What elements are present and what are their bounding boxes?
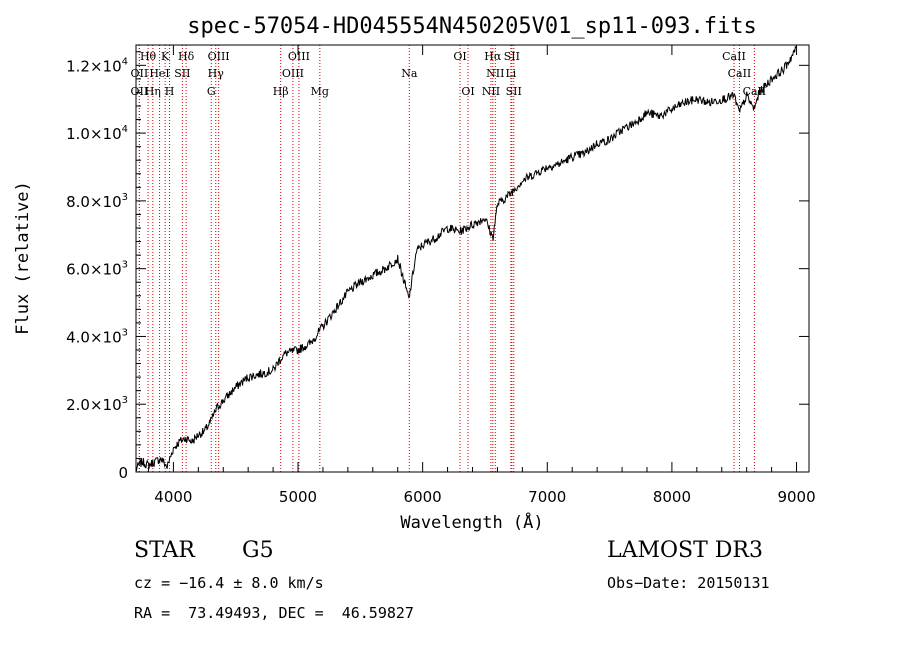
- line-marker-label: G: [207, 85, 216, 98]
- line-marker-label: Li: [505, 67, 516, 80]
- y-tick-label: 8.0×103: [66, 192, 128, 211]
- spectral-line-labels: HθOIIOIIHηHeIKHSIIHδGHγOIIIHβOIIIOIIIMgN…: [131, 50, 767, 98]
- line-marker-label: SII: [504, 50, 520, 63]
- observation-date: Obs−Date: 20150131: [607, 574, 770, 592]
- chart-title: spec-57054-HD045554N450205V01_sp11-093.f…: [187, 14, 757, 39]
- line-marker-label: Mg: [311, 85, 329, 98]
- line-marker-label: CaII: [722, 50, 746, 63]
- x-tick-label: 9000: [777, 488, 815, 506]
- line-marker-label: OI: [461, 85, 474, 98]
- redshift-readout: cz = −16.4 ± 8.0 km/s: [134, 574, 324, 592]
- y-axis-label: Flux (relative): [13, 181, 33, 335]
- line-marker-label: Hα: [484, 50, 502, 63]
- sky-coordinates: RA = 73.49493, DEC = 46.59827: [134, 604, 414, 622]
- spectrum-line: [135, 45, 797, 472]
- x-tick-label: 6000: [404, 488, 442, 506]
- survey-release: LAMOST DR3: [607, 538, 763, 563]
- x-tick-label: 4000: [154, 488, 192, 506]
- x-tick-label: 5000: [279, 488, 317, 506]
- line-marker-label: Hβ: [273, 85, 289, 98]
- line-marker-label: Hγ: [208, 67, 225, 80]
- line-marker-label: OIII: [282, 67, 304, 80]
- line-marker-label: OII: [131, 85, 149, 98]
- line-marker-label: Hη: [145, 85, 161, 98]
- spectral-line-markers: [138, 45, 755, 472]
- line-marker-label: NII: [486, 67, 504, 80]
- y-tick-label: 6.0×103: [66, 260, 128, 279]
- x-axis-ticks: 4000 5000 6000 7000 8000 9000: [147, 45, 816, 506]
- line-marker-label: Hθ: [140, 50, 157, 63]
- y-tick-label: 1.0×104: [66, 124, 128, 143]
- line-marker-label: OII: [131, 67, 149, 80]
- y-tick-label: 4.0×103: [66, 327, 128, 346]
- line-marker-label: OIII: [208, 50, 230, 63]
- line-marker-label: HeI: [149, 67, 169, 80]
- x-axis-label: Wavelength (Å): [400, 511, 543, 533]
- line-marker-label: Hδ: [178, 50, 195, 63]
- line-marker-label: SII: [506, 85, 522, 98]
- y-axis-ticks: 0 2.0×103 4.0×103 6.0×103 8.0×103 1.0×104 1.2×…: [66, 51, 809, 482]
- y-tick-label: 1.2×104: [66, 56, 128, 75]
- line-marker-label: SII: [174, 67, 190, 80]
- y-tick-label: 0: [118, 464, 128, 482]
- plot-frame: [135, 44, 810, 473]
- line-marker-label: K: [161, 50, 170, 63]
- object-subclass: G5: [242, 538, 274, 563]
- line-marker-label: CaII: [728, 67, 752, 80]
- line-marker-label: OI: [453, 50, 466, 63]
- x-tick-label: 8000: [653, 488, 691, 506]
- line-marker-label: Na: [401, 67, 418, 80]
- line-marker-label: OIII: [288, 50, 310, 63]
- line-marker-label: H: [165, 85, 175, 98]
- y-tick-label: 2.0×103: [66, 395, 128, 414]
- object-class: STAR: [134, 538, 195, 563]
- x-tick-label: 7000: [528, 488, 566, 506]
- line-marker-label: NII: [482, 85, 500, 98]
